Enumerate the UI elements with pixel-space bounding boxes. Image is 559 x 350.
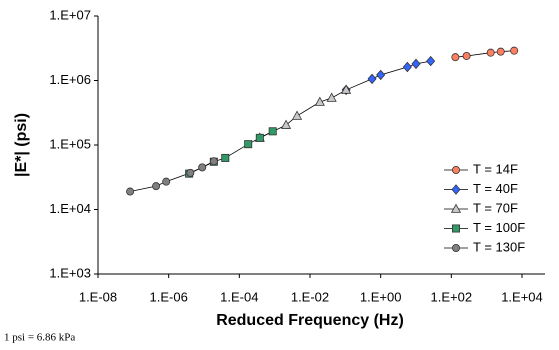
y-axis-title: |E*| (psi) — [13, 113, 30, 177]
legend-marker — [451, 224, 460, 233]
legend-label: T = 130F — [473, 239, 525, 254]
point — [486, 48, 495, 57]
point — [126, 187, 135, 196]
x-tick-label: 1.E-02 — [291, 289, 329, 304]
y-tick-label: 1.E+05 — [49, 136, 91, 151]
legend-marker — [451, 184, 461, 195]
point — [510, 46, 519, 55]
series-line — [259, 89, 347, 139]
x-tick-label: 1.E-04 — [220, 289, 258, 304]
x-tick-label: 1.E-06 — [150, 289, 188, 304]
point — [198, 163, 207, 172]
point — [280, 119, 292, 129]
point — [451, 53, 460, 62]
point — [326, 92, 337, 102]
point — [152, 182, 161, 191]
y-tick-label: 1.E+07 — [49, 7, 91, 22]
point — [221, 153, 230, 162]
legend-label: T = 70F — [473, 200, 518, 215]
point — [411, 58, 421, 70]
point — [402, 61, 412, 73]
point — [462, 51, 471, 60]
legend-marker — [451, 165, 460, 174]
point — [367, 73, 377, 85]
y-tick-label: 1.E+03 — [49, 265, 91, 280]
legend-label: T = 40F — [473, 181, 518, 196]
legend-marker — [451, 243, 460, 252]
note: 1 psi = 6.86 kPa — [4, 332, 75, 344]
y-tick-label: 1.E+04 — [49, 201, 91, 216]
point — [496, 47, 505, 56]
legend-label: T = 100F — [473, 220, 525, 235]
legend-marker — [450, 203, 462, 213]
legend-label: T = 14F — [473, 161, 518, 176]
x-axis-title: Reduced Frequency (Hz) — [216, 312, 404, 329]
point — [162, 177, 171, 186]
point — [268, 127, 277, 136]
point — [186, 168, 195, 177]
x-tick-label: 1.E+02 — [431, 289, 473, 304]
x-tick-label: 1.E+00 — [360, 289, 402, 304]
point — [341, 84, 352, 94]
point — [376, 69, 386, 81]
y-tick-label: 1.E+06 — [49, 72, 91, 87]
point — [426, 55, 436, 67]
point — [314, 96, 325, 106]
x-tick-label: 1.E+04 — [501, 289, 543, 304]
point — [244, 140, 253, 149]
point — [209, 157, 218, 166]
point — [291, 110, 303, 120]
point — [255, 133, 264, 142]
x-tick-label: 1.E-08 — [79, 289, 117, 304]
